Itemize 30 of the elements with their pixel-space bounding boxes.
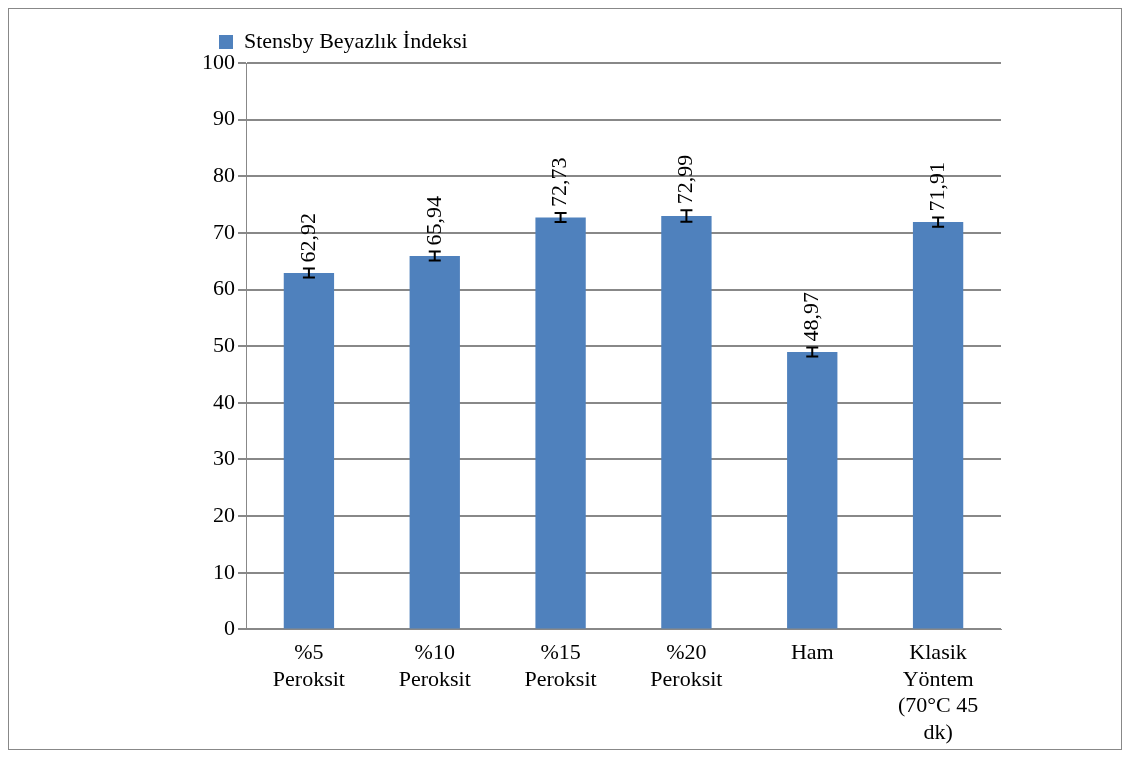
bar bbox=[661, 215, 712, 629]
y-tick-label: 40 bbox=[213, 388, 235, 414]
y-tick-label: 30 bbox=[213, 445, 235, 471]
y-tick-label: 0 bbox=[224, 615, 235, 641]
y-tick-label: 10 bbox=[213, 558, 235, 584]
y-tick-label: 50 bbox=[213, 331, 235, 357]
y-tick-label: 80 bbox=[213, 162, 235, 188]
y-tick-label: 60 bbox=[213, 275, 235, 301]
x-tick-label: %5 Peroksit bbox=[272, 639, 345, 691]
y-tick-label: 20 bbox=[213, 501, 235, 527]
x-tick-label: Klasik Yöntem (70°C 45 dk) bbox=[897, 639, 979, 744]
bar bbox=[409, 255, 460, 629]
data-label: 71,91 bbox=[923, 162, 949, 212]
x-tick-label: Ham bbox=[790, 639, 834, 665]
y-tick-label: 100 bbox=[202, 48, 235, 74]
bar bbox=[912, 222, 964, 629]
bar bbox=[787, 352, 838, 629]
data-label: 65,94 bbox=[420, 195, 446, 246]
y-tick-label: 70 bbox=[213, 218, 235, 244]
x-tick-label: %20 Peroksit bbox=[650, 639, 723, 691]
data-label: 72,99 bbox=[672, 154, 698, 205]
data-label: 72,73 bbox=[546, 157, 572, 207]
legend-label: Stensby Beyazlık İndeksi bbox=[244, 27, 468, 53]
x-tick-label: %10 Peroksit bbox=[398, 639, 471, 691]
bar bbox=[535, 217, 586, 629]
bar bbox=[283, 273, 335, 629]
data-label: 48,97 bbox=[798, 292, 824, 342]
x-tick-label: %15 Peroksit bbox=[524, 639, 597, 691]
data-label: 62,92 bbox=[294, 212, 320, 263]
y-tick-label: 90 bbox=[213, 105, 235, 131]
